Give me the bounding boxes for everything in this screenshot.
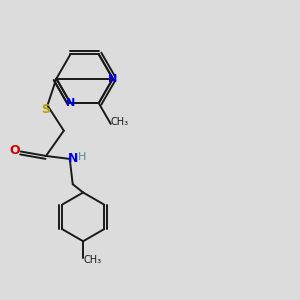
Text: CH₃: CH₃ [84,255,102,265]
Text: CH₃: CH₃ [111,117,129,128]
Text: N: N [68,152,79,165]
Text: H: H [78,152,86,161]
Text: N: N [108,74,118,84]
Text: O: O [10,144,20,158]
Text: S: S [41,103,50,116]
Text: N: N [66,98,75,108]
